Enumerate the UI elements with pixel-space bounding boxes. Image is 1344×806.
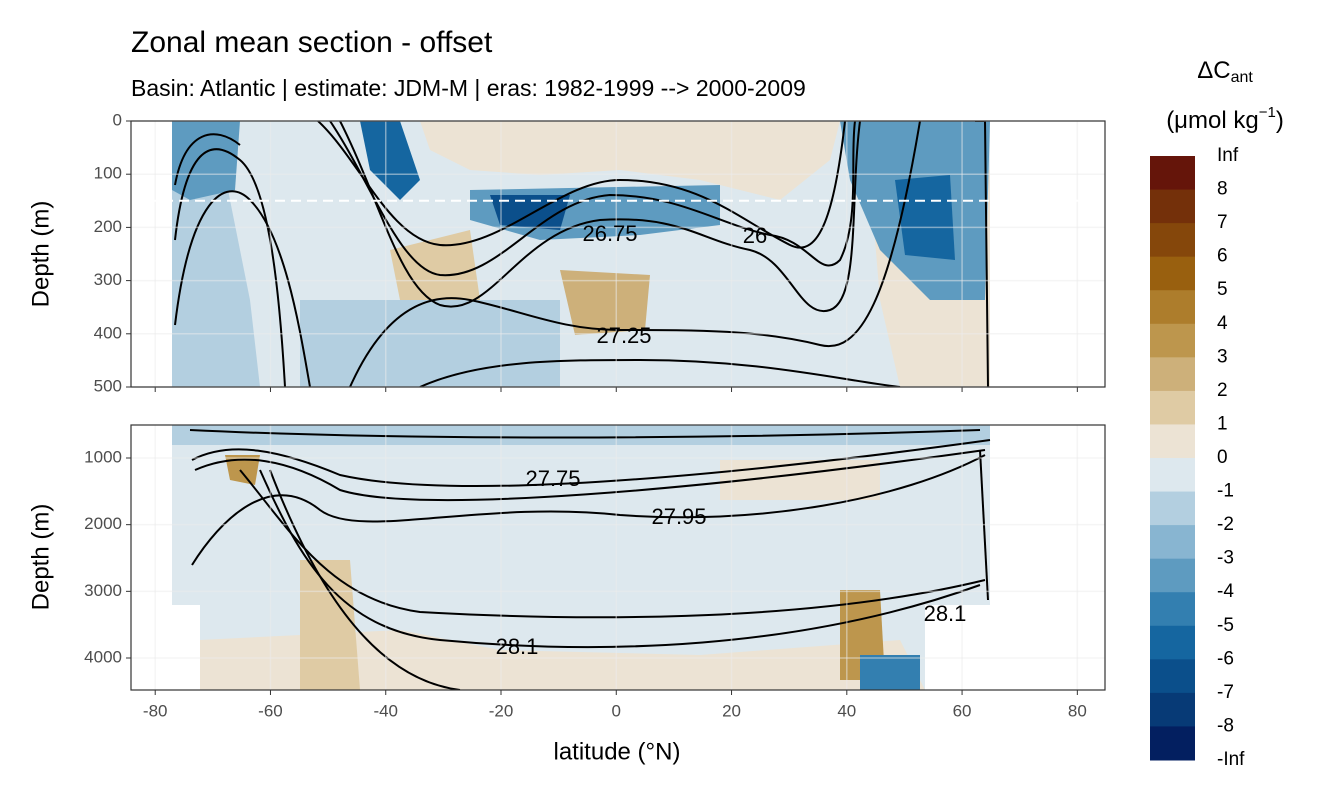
colorbar-label: 2 xyxy=(1217,380,1228,401)
contour-label: 27.95 xyxy=(651,504,706,529)
contour-label: 26.75 xyxy=(582,221,637,246)
y-axis-label: Depth (m) xyxy=(27,504,54,611)
colorbar-title-main: ΔC xyxy=(1197,57,1230,84)
colorbar-box xyxy=(1150,223,1195,258)
x-tick-label: 40 xyxy=(837,701,856,720)
chart-subtitle: Basin: Atlantic | estimate: JDM-M | eras… xyxy=(131,75,806,101)
colorbar-label: 5 xyxy=(1217,279,1228,300)
x-axis-label: latitude (°N) xyxy=(554,738,681,765)
colorbar-unit-main: (μmol kg xyxy=(1166,107,1259,134)
colorbar-label: -6 xyxy=(1217,648,1234,669)
colorbar-label: 7 xyxy=(1217,212,1228,233)
colorbar-box xyxy=(1150,625,1195,660)
colorbar-label: -Inf xyxy=(1217,749,1245,770)
colorbar-box xyxy=(1150,323,1195,358)
colorbar-box xyxy=(1150,491,1195,526)
y-axis-label: Depth (m) xyxy=(27,201,54,308)
colorbar-label: -2 xyxy=(1217,514,1234,535)
colorbar-box xyxy=(1150,357,1195,392)
colorbar-title: ΔCant xyxy=(1197,57,1253,86)
x-tick-label: -20 xyxy=(489,701,514,720)
colorbar-label: 3 xyxy=(1217,346,1228,367)
colorbar-box xyxy=(1150,424,1195,459)
y-tick-label: 1000 xyxy=(84,447,122,466)
colorbar-label: -8 xyxy=(1217,715,1234,736)
colorbar-box xyxy=(1150,726,1195,761)
colorbar-box xyxy=(1150,156,1195,191)
colorbar-label: 1 xyxy=(1217,413,1228,434)
x-tick-label: 80 xyxy=(1068,701,1087,720)
y-tick-label: 200 xyxy=(94,217,122,236)
x-tick-label: -40 xyxy=(373,701,398,720)
colorbar-label: -5 xyxy=(1217,615,1234,636)
panel-border xyxy=(130,120,1106,388)
colorbar-unit-sup: −1 xyxy=(1259,104,1276,121)
contour-label: 27.75 xyxy=(525,466,580,491)
y-tick-label: 300 xyxy=(94,270,122,289)
colorbar-box xyxy=(1150,458,1195,493)
x-tick-label: -60 xyxy=(258,701,283,720)
contour-label: 26 xyxy=(743,223,767,248)
x-tick-label: -80 xyxy=(143,701,168,720)
y-tick-label: 100 xyxy=(94,164,122,183)
chart-title: Zonal mean section - offset xyxy=(131,26,493,59)
colorbar-label: -1 xyxy=(1217,481,1234,502)
y-tick-label: 400 xyxy=(94,323,122,342)
colorbar-box xyxy=(1150,592,1195,627)
y-tick-label: 2000 xyxy=(84,514,122,533)
y-tick-label: 0 xyxy=(113,110,122,129)
contour-label: 27.25 xyxy=(596,323,651,348)
colorbar-box xyxy=(1150,659,1195,694)
contour-label: 28.1 xyxy=(496,634,539,659)
colorbar-label: -4 xyxy=(1217,581,1234,602)
y-tick-label: 3000 xyxy=(84,581,122,600)
colorbar-label: 4 xyxy=(1217,313,1228,334)
x-tick-label: 0 xyxy=(612,701,621,720)
y-tick-label: 4000 xyxy=(84,647,122,666)
x-tick-label: 60 xyxy=(953,701,972,720)
y-tick-label: 500 xyxy=(94,376,122,395)
colorbar-label: 6 xyxy=(1217,246,1228,267)
colorbar-label: 8 xyxy=(1217,179,1228,200)
colorbar-unit-end: ) xyxy=(1276,107,1284,134)
colorbar-box xyxy=(1150,692,1195,727)
colorbar-box xyxy=(1150,256,1195,291)
colorbar-unit: (μmol kg−1) xyxy=(1166,104,1284,134)
colorbar-box xyxy=(1150,189,1195,224)
field-top xyxy=(131,121,1105,387)
colorbar-label: -7 xyxy=(1217,682,1234,703)
colorbar-title-sub: ant xyxy=(1231,69,1254,86)
panel-border xyxy=(130,424,1106,691)
contour-label: 28.1 xyxy=(924,601,967,626)
colorbar-box xyxy=(1150,390,1195,425)
colorbar-box xyxy=(1150,558,1195,593)
colorbar-box xyxy=(1150,290,1195,325)
colorbar-box xyxy=(1150,525,1195,560)
x-tick-label: 20 xyxy=(722,701,741,720)
field-bottom xyxy=(131,425,1105,690)
colorbar-label: Inf xyxy=(1217,145,1239,166)
colorbar-label: -3 xyxy=(1217,548,1234,569)
colorbar-label: 0 xyxy=(1217,447,1228,468)
